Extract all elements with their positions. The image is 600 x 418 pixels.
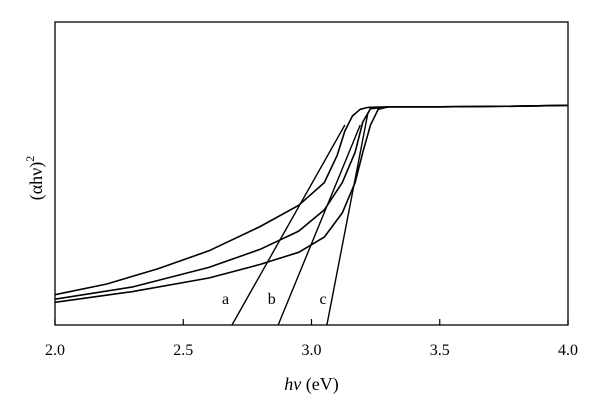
x-axis-label: hν (eV) xyxy=(284,374,338,395)
curve-label-a: a xyxy=(222,291,229,308)
curve-label-b: b xyxy=(268,291,276,308)
series-line-b xyxy=(54,104,569,300)
x-axis-label-symbol: hν xyxy=(284,374,301,394)
x-tick-label: 2.0 xyxy=(45,342,65,359)
tangent-layer xyxy=(231,112,369,326)
x-tick-label: 2.5 xyxy=(173,342,193,359)
curve-label-layer: a b c xyxy=(222,291,327,308)
series-line-a xyxy=(54,104,569,296)
y-axis-label-main: (αhν) xyxy=(26,162,47,201)
plot-frame xyxy=(54,21,569,326)
x-tick-label: 4.0 xyxy=(558,342,578,359)
series-line-c xyxy=(54,104,569,304)
tick-layer: 2.0 2.5 3.0 3.5 4.0 xyxy=(45,319,578,359)
x-axis-label-unit: (eV) xyxy=(301,374,338,395)
series-layer xyxy=(54,104,569,304)
tangent-line-b xyxy=(277,124,361,326)
curve-label-c: c xyxy=(319,291,326,308)
y-axis-label-superscript: 2 xyxy=(23,156,37,162)
tangent-line-c xyxy=(326,112,369,326)
tangent-line-a xyxy=(231,124,346,326)
x-tick-label: 3.5 xyxy=(430,342,450,359)
x-tick-label: 3.0 xyxy=(302,342,322,359)
y-axis-label: (αhν)2 xyxy=(23,156,47,201)
